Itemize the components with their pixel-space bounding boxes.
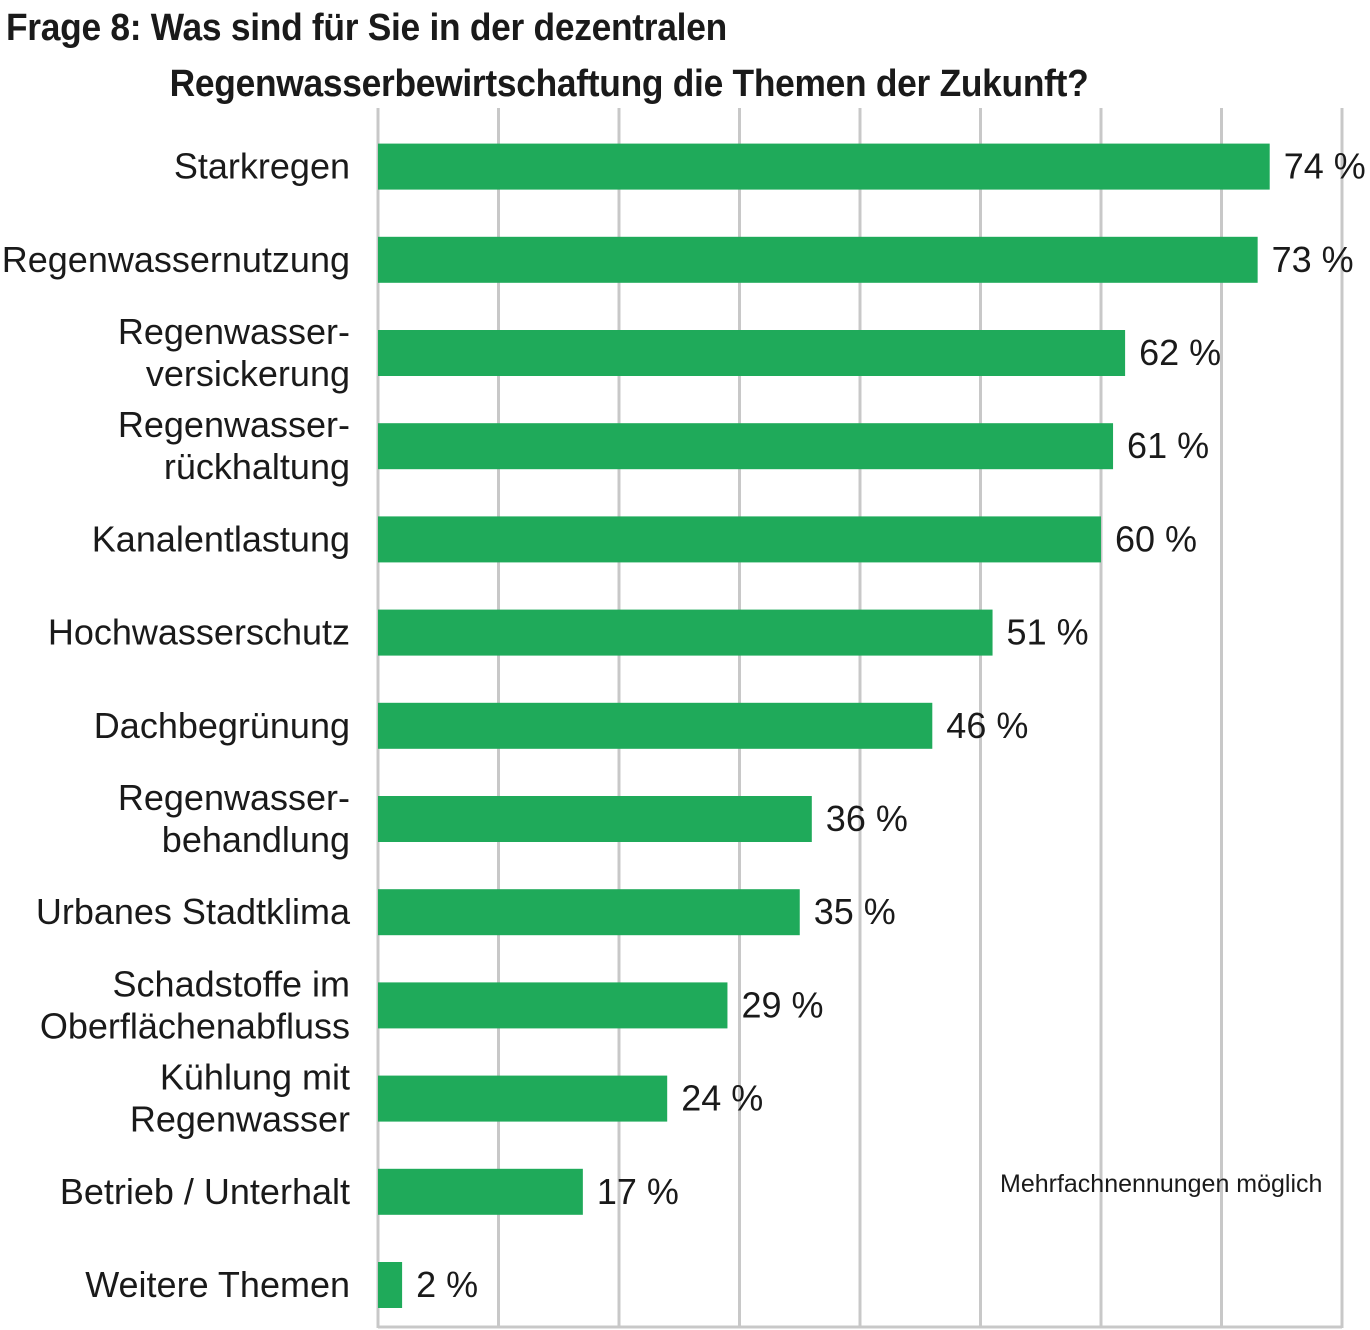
category-label: Betrieb / Unterhalt: [60, 1171, 350, 1212]
value-label: 36 %: [826, 798, 908, 839]
category-label: Dachbegrünung: [94, 705, 350, 746]
category-label: Hochwasserschutz: [48, 612, 350, 653]
category-label: Oberflächenabfluss: [40, 1005, 350, 1046]
chart-title-line-1: Frage 8: Was sind für Sie in der dezentr…: [6, 7, 727, 49]
multiple-answers-note: Mehrfachnennungen möglich: [1000, 1170, 1323, 1198]
value-label: 35 %: [814, 891, 896, 932]
bar: [378, 143, 1270, 190]
value-label: 60 %: [1115, 518, 1197, 559]
bar: [378, 609, 993, 656]
category-label: Regenwasser-: [118, 311, 350, 352]
bar: [378, 702, 933, 749]
bar: [378, 1075, 668, 1122]
category-label: Kühlung mit: [160, 1057, 350, 1098]
bar: [378, 1262, 403, 1308]
bar: [378, 330, 1126, 376]
bar: [378, 982, 728, 1029]
chart-title: Frage 8: Was sind für Sie in der dezentr…: [6, 0, 1089, 112]
value-label: 74 %: [1284, 146, 1366, 187]
value-label: 51 %: [1007, 612, 1089, 653]
category-label: Regenwasser-: [118, 777, 350, 818]
category-label: versickerung: [146, 353, 350, 394]
value-label: 24 %: [681, 1078, 763, 1119]
value-label: 17 %: [597, 1171, 679, 1212]
category-label: Schadstoffe im: [113, 963, 350, 1004]
category-label: rückhaltung: [164, 446, 350, 487]
category-label: Weitere Themen: [85, 1264, 350, 1305]
bar: [378, 516, 1101, 563]
bar: [378, 796, 812, 842]
value-label: 73 %: [1272, 239, 1354, 280]
category-label: Regenwasser-: [118, 404, 350, 445]
value-label: 2 %: [416, 1264, 478, 1305]
bar: [378, 236, 1258, 283]
bar: [378, 423, 1114, 470]
chart-title-line-2: Regenwasserbewirtschaftung die Themen de…: [169, 63, 1089, 105]
category-label: Kanalentlastung: [92, 518, 350, 559]
category-label: Regenwasser: [130, 1099, 350, 1140]
category-label: Starkregen: [174, 146, 350, 187]
value-label: 62 %: [1139, 332, 1221, 373]
category-label: Regenwassernutzung: [2, 239, 350, 280]
value-label: 61 %: [1127, 425, 1209, 466]
category-label: Urbanes Stadtklima: [36, 891, 351, 932]
bar: [378, 1168, 583, 1215]
category-label: behandlung: [162, 819, 350, 860]
value-label: 29 %: [741, 984, 823, 1025]
value-label: 46 %: [946, 705, 1028, 746]
bar: [378, 889, 800, 936]
